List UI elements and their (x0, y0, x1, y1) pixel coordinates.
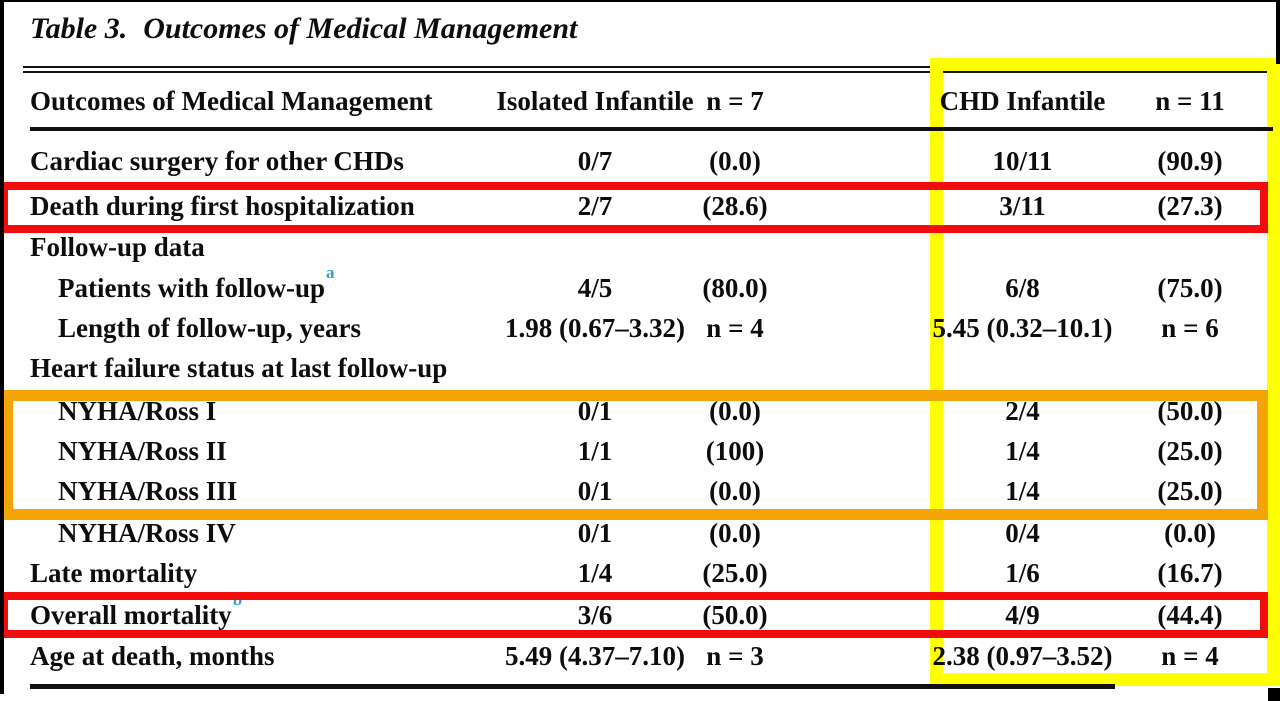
caption-top-rule-lower (23, 71, 1276, 73)
frame-top-edge (0, 0, 1280, 2)
frame-left-edge (0, 0, 4, 694)
table-row: Late mortality 1/4 (25.0) 1/6 (16.7) (0, 555, 1280, 591)
chd-value: 5.45 (0.32–10.1) (932, 312, 1113, 343)
table-row: Cardiac surgery for other CHDs 0/7 (0.0) 10… (0, 143, 1280, 179)
yellow-highlight-box-chd-columns (930, 58, 1280, 686)
table-caption-title: Outcomes of Medical Management (143, 12, 578, 45)
caption-top-rule-upper (23, 66, 1276, 68)
table-caption-label: Table 3. (30, 12, 128, 45)
isolated-value: 3/6 (577, 599, 613, 630)
table-row: Age at death, months 5.49 (4.37–7.10) n = … (0, 638, 1280, 674)
table-bottom-rule (30, 684, 1115, 689)
header-bottom-rule (30, 127, 1273, 131)
chd-percent: (0.0) (1164, 517, 1216, 548)
chd-value: 1/4 (1005, 435, 1040, 466)
isolated-value: 1.98 (0.67–3.32) (505, 312, 685, 343)
chd-value: 3/11 (999, 190, 1046, 221)
frame-right-top-edge (1276, 0, 1280, 64)
header-isolated-infantile: Isolated Infantile (496, 85, 694, 116)
chd-value: 2.38 (0.97–3.52) (932, 640, 1113, 671)
row-label: Cardiac surgery for other CHDs (30, 145, 404, 176)
table-header-row: Outcomes of Medical Management Isolated … (0, 83, 1280, 119)
table-row: Patients with follow-upa 4/5 (80.0) 6/8 (75.… (0, 263, 1280, 306)
isolated-percent: (0.0) (709, 145, 761, 176)
isolated-value: 1/4 (577, 557, 613, 588)
row-label: Patients with follow-upa (58, 263, 335, 303)
chd-value: 1/6 (1005, 557, 1040, 588)
chd-percent: (25.0) (1157, 475, 1223, 506)
table-row: Overall mortalityb 3/6 (50.0) 4/9 (44.4) (0, 590, 1280, 633)
header-outcomes: Outcomes of Medical Management (30, 85, 433, 116)
chd-value: 0/4 (1005, 517, 1040, 548)
table-row: Heart failure status at last follow-up (0, 350, 1280, 386)
table-caption: Table 3. Outcomes of Medical Management (30, 12, 577, 46)
chd-value: 1/4 (1005, 475, 1040, 506)
chd-percent: (44.4) (1157, 599, 1223, 630)
table-row: Length of follow-up, years 1.98 (0.67–3.3… (0, 310, 1280, 346)
table-row: NYHA/Ross IV 0/1 (0.0) 0/4 (0.0) (0, 515, 1280, 551)
table-row: Follow-up data (0, 229, 1280, 265)
isolated-percent: (0.0) (709, 517, 761, 548)
chd-percent: (75.0) (1157, 272, 1223, 303)
row-label: NYHA/Ross III (58, 475, 238, 506)
chd-percent: n = 6 (1161, 312, 1219, 343)
frame-bottom-right-mark (1268, 688, 1280, 701)
table-row: NYHA/Ross III 0/1 (0.0) 1/4 (25.0) (0, 473, 1280, 509)
isolated-percent: n = 4 (706, 312, 764, 343)
red-highlight-box-death-first-hospitalization (0, 182, 1268, 233)
isolated-value: 0/1 (577, 475, 613, 506)
row-label: Follow-up data (30, 231, 205, 262)
chd-value: 10/11 (992, 145, 1053, 176)
chd-percent: (90.9) (1157, 145, 1223, 176)
isolated-value: 4/5 (577, 272, 613, 303)
isolated-percent: (0.0) (709, 475, 761, 506)
isolated-value: 5.49 (4.37–7.10) (505, 640, 685, 671)
row-label: NYHA/Ross IV (58, 517, 236, 548)
header-chd-n: n = 11 (1155, 85, 1225, 116)
isolated-percent: (25.0) (702, 557, 768, 588)
row-label: Heart failure status at last follow-up (30, 352, 448, 383)
row-label: Length of follow-up, years (58, 312, 361, 343)
isolated-percent: n = 3 (706, 640, 764, 671)
orange-highlight-box-nyha-ross-1-3 (2, 390, 1268, 520)
table-row: NYHA/Ross II 1/1 (100) 1/4 (25.0) (0, 433, 1280, 469)
header-isolated-n: n = 7 (706, 85, 764, 116)
table-row: Death during first hospitalization 2/7 (28… (0, 188, 1280, 224)
isolated-percent: (28.6) (702, 190, 768, 221)
row-label: NYHA/Ross II (58, 435, 227, 466)
row-label: Late mortality (30, 557, 198, 588)
row-label: Overall mortalityb (30, 590, 243, 630)
chd-percent: (27.3) (1157, 190, 1223, 221)
chd-percent: (25.0) (1157, 435, 1223, 466)
chd-percent: (16.7) (1157, 557, 1223, 588)
isolated-value: 0/1 (577, 517, 613, 548)
footnote-marker: a (326, 263, 335, 282)
row-label: Death during first hospitalization (30, 190, 415, 221)
row-label: Age at death, months (30, 640, 275, 671)
isolated-value: 0/7 (577, 145, 613, 176)
red-highlight-box-overall-mortality (0, 592, 1268, 638)
isolated-value: 2/7 (577, 190, 613, 221)
isolated-percent: (50.0) (702, 599, 768, 630)
header-chd-infantile: CHD Infantile (939, 85, 1106, 116)
isolated-percent: (100) (705, 435, 765, 466)
isolated-percent: (80.0) (702, 272, 768, 303)
chd-value: 4/9 (1005, 599, 1040, 630)
chd-percent: n = 4 (1161, 640, 1219, 671)
chd-value: 6/8 (1005, 272, 1040, 303)
isolated-value: 1/1 (577, 435, 613, 466)
